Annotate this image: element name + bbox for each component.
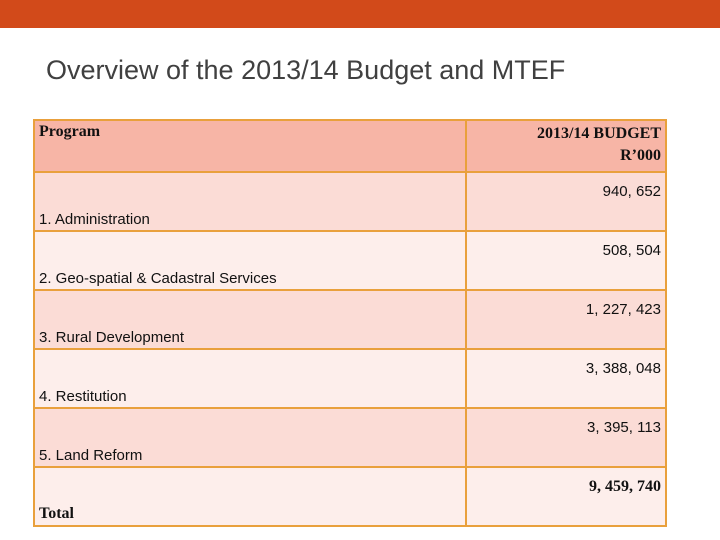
- program-cell: 5. Land Reform: [33, 407, 467, 468]
- program-cell: 3. Rural Development: [33, 289, 467, 350]
- header-budget: 2013/14 BUDGET R’000: [465, 119, 667, 173]
- amount-cell: 508, 504: [465, 230, 667, 291]
- slide-title: Overview of the 2013/14 Budget and MTEF: [46, 55, 566, 85]
- amount-cell: 3, 388, 048: [465, 348, 667, 409]
- program-cell: 2. Geo-spatial & Cadastral Services: [33, 230, 467, 291]
- table-row: 3. Rural Development 1, 227, 423: [33, 289, 667, 350]
- program-cell: 4. Restitution: [33, 348, 467, 409]
- amount-cell: 3, 395, 113: [465, 407, 667, 468]
- header-budget-line2: R’000: [620, 147, 661, 164]
- total-label: Total: [33, 466, 467, 527]
- program-cell: 1. Administration: [33, 171, 467, 232]
- table-row: 5. Land Reform 3, 395, 113: [33, 407, 667, 468]
- table-row: 1. Administration 940, 652: [33, 171, 667, 232]
- total-amount: 9, 459, 740: [465, 466, 667, 527]
- table-total-row: Total 9, 459, 740: [33, 466, 667, 527]
- table-row: 2. Geo-spatial & Cadastral Services 508,…: [33, 230, 667, 291]
- amount-cell: 1, 227, 423: [465, 289, 667, 350]
- top-accent-bar: [0, 0, 720, 28]
- header-budget-line1: 2013/14 BUDGET: [536, 125, 661, 142]
- amount-cell: 940, 652: [465, 171, 667, 232]
- table-header-row: Program 2013/14 BUDGET R’000: [33, 119, 667, 173]
- table-row: 4. Restitution 3, 388, 048: [33, 348, 667, 409]
- header-program: Program: [33, 119, 467, 173]
- budget-table: Program 2013/14 BUDGET R’000 1. Administ…: [33, 119, 667, 527]
